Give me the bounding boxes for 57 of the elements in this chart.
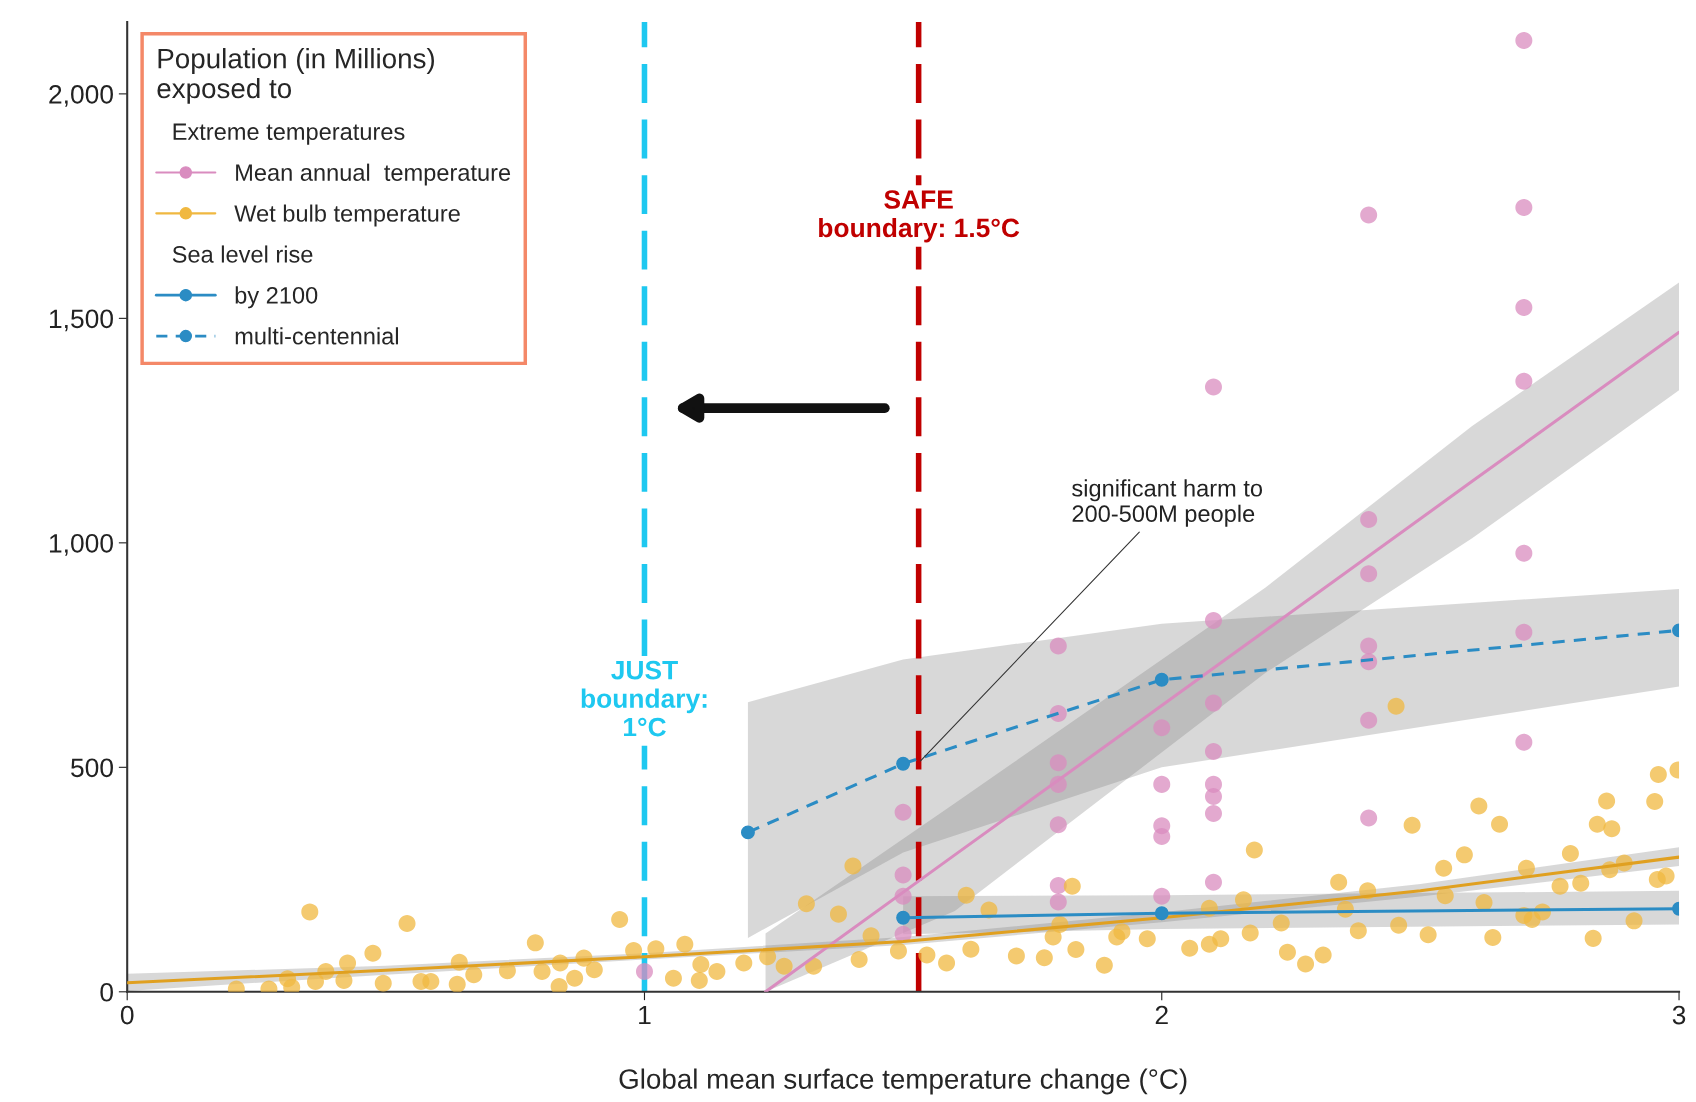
point xyxy=(1204,873,1222,891)
point xyxy=(1204,805,1222,823)
point xyxy=(1515,733,1533,751)
point xyxy=(1049,876,1067,894)
annotation: Sea level rise xyxy=(172,245,313,263)
point xyxy=(1049,893,1067,911)
point xyxy=(1360,711,1378,729)
y-tick-label: 1,000 xyxy=(49,533,113,556)
point xyxy=(1204,743,1222,761)
point xyxy=(1049,637,1067,655)
point xyxy=(1204,378,1222,396)
x-tick-label: 2 xyxy=(1155,1005,1168,1025)
point xyxy=(1204,612,1222,630)
y-tick-label: 0 xyxy=(100,982,113,1002)
point xyxy=(896,910,911,925)
point xyxy=(740,825,755,840)
y-tick-label: 2,000 xyxy=(49,85,113,107)
point xyxy=(1360,510,1378,528)
point xyxy=(1154,672,1169,687)
point xyxy=(1153,827,1171,845)
point xyxy=(1360,206,1378,224)
y-tick-label: 1,500 xyxy=(49,309,113,332)
legend-title: Population (in Millions) exposed to xyxy=(157,48,434,104)
point xyxy=(1515,198,1533,216)
point xyxy=(1049,754,1067,772)
annotation: Extreme temperatures xyxy=(173,123,405,145)
legend-label: by 2100 xyxy=(235,286,318,309)
point xyxy=(1515,544,1533,562)
point xyxy=(1515,623,1533,641)
point xyxy=(1360,565,1378,583)
point xyxy=(896,756,911,771)
point xyxy=(1360,637,1378,655)
annotation: significant harm to 200-500M people xyxy=(1072,479,1263,527)
x-axis-title: Global mean surface temperature change (°C) xyxy=(619,1068,1187,1095)
ref-line-label: SAFE boundary: 1.5°C xyxy=(819,190,1020,243)
point xyxy=(1515,372,1533,390)
point xyxy=(1049,816,1067,834)
x-tick-label: 1 xyxy=(639,1005,651,1025)
point xyxy=(1153,719,1171,737)
point xyxy=(894,803,912,821)
point xyxy=(1515,31,1533,49)
point xyxy=(1153,775,1171,793)
legend-label: Mean annual temperature xyxy=(236,163,511,186)
legend-label: multi-centennial xyxy=(235,327,398,345)
point xyxy=(894,866,912,884)
ref-line-label: JUST boundary: 1°C xyxy=(581,660,707,737)
point xyxy=(1204,694,1222,712)
point xyxy=(1360,809,1378,827)
legend-label: Wet bulb temperature xyxy=(234,204,460,227)
point xyxy=(635,963,653,981)
y-tick-label: 500 xyxy=(71,758,113,778)
point xyxy=(1204,788,1222,806)
point xyxy=(1153,887,1171,905)
point xyxy=(1515,299,1533,317)
point xyxy=(1154,906,1169,921)
x-tick-label: 0 xyxy=(120,1005,134,1025)
x-tick-label: 3 xyxy=(1672,1005,1686,1025)
